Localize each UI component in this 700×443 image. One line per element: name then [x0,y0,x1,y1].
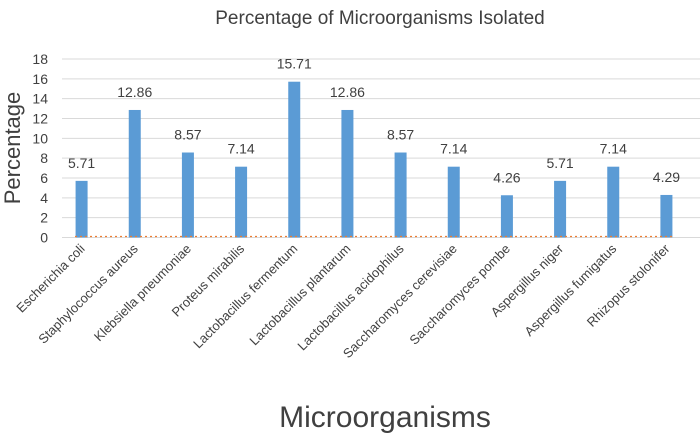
bar [75,180,88,238]
bar [607,166,620,238]
x-tick-label: Aspergillus fumigatus [521,241,619,339]
y-tick-label: 0 [40,230,48,246]
bars [75,81,673,238]
bar [341,109,354,238]
y-tick-label: 12 [32,111,48,127]
y-tick-label: 18 [32,51,48,67]
gridlines [62,58,700,238]
y-tick-label: 4 [40,190,48,206]
bar [554,180,567,238]
y-axis-title: Percentage [0,92,25,205]
data-labels: 5.71 12.86 8.57 7.14 15.71 12.86 8.57 7.14 4.26 5… [68,56,680,186]
x-tick-label: Saccharomyces pombe [406,241,513,348]
data-label: 12.86 [117,84,152,100]
y-tick-label: 16 [32,71,48,87]
x-tick-label: Klebsiella pneumoniae [91,241,194,344]
data-label: 4.26 [493,169,520,185]
data-label: 8.57 [174,127,201,143]
data-label: 12.86 [330,84,365,100]
bar [235,166,248,238]
bar [128,109,141,238]
chart-title: Percentage of Microorganisms Isolated [215,8,545,29]
x-tick-label: Lactobacillus fermentum [190,241,300,351]
x-axis-title: Microorganisms [279,401,491,434]
data-label: 5.71 [68,155,95,171]
bar [447,166,460,238]
y-tick-label: 14 [32,91,48,107]
bar [500,195,513,238]
y-tick-label: 10 [32,130,48,146]
data-label: 7.14 [227,141,254,157]
x-tick-label: Lactobacillus plantarum [246,241,353,348]
y-tick-label: 6 [40,170,48,186]
data-label: 7.14 [600,141,627,157]
data-label: 8.57 [387,127,414,143]
data-label: 4.29 [653,169,680,185]
y-tick-label: 8 [40,150,48,166]
y-axis-ticks: 0 2 4 6 8 10 12 14 16 18 [32,51,48,246]
data-label: 15.71 [277,56,312,72]
x-tick-label: Lactobacillus acidophilus [294,241,407,354]
x-tick-label: Staphylococcus aureus [35,241,141,347]
bar [288,81,301,238]
bar [394,152,407,238]
bar [181,152,194,238]
y-tick-label: 2 [40,210,48,226]
data-label: 5.71 [546,155,573,171]
data-label: 7.14 [440,141,467,157]
bar [660,194,673,238]
